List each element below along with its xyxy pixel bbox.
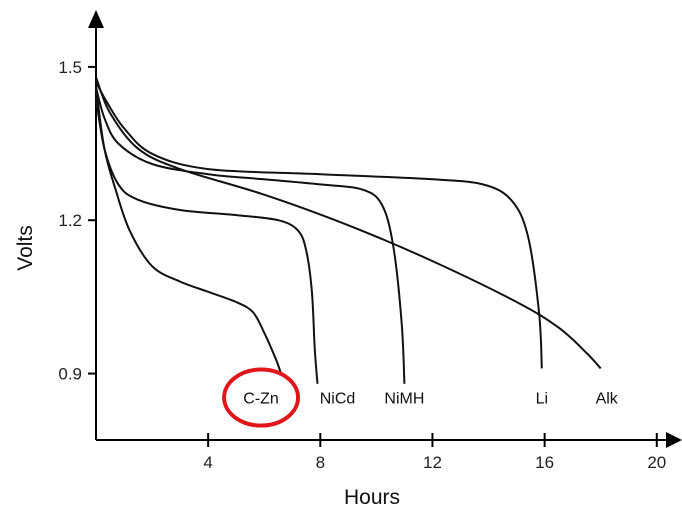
x-axis-title: Hours	[344, 486, 400, 509]
x-axis-arrow	[666, 432, 682, 448]
curve-label: NiCd	[320, 391, 356, 408]
y-tick-label: 0.9	[58, 365, 82, 384]
axes	[88, 10, 682, 448]
curve-c-zn	[95, 87, 283, 374]
curve-nimh	[95, 87, 406, 384]
y-axis-title: Volts	[14, 225, 37, 271]
y-axis-arrow	[88, 10, 104, 28]
curve-label: C-Zn	[243, 391, 279, 408]
curve-li	[95, 81, 543, 369]
curve-alk	[95, 76, 602, 370]
curves	[95, 76, 602, 384]
x-tick-label: 16	[535, 453, 554, 472]
x-tick-label: 20	[647, 453, 666, 472]
curve-label: NiMH	[384, 391, 424, 408]
curve-label: Li	[536, 391, 548, 408]
x-tick-label: 12	[423, 453, 442, 472]
y-tick-label: 1.2	[58, 211, 82, 230]
x-tick-label: 8	[316, 453, 325, 472]
y-tick-label: 1.5	[58, 58, 82, 77]
x-tick-label: 4	[203, 453, 212, 472]
curve-label: Alk	[596, 391, 619, 408]
curve-labels: C-Zn NiCd NiMH Li Alk	[243, 391, 619, 408]
ticks: 4 8 12 16 20 0.9 1.2 1.5	[58, 58, 666, 472]
highlight-circle	[222, 367, 301, 428]
curve-nicd	[95, 97, 319, 384]
